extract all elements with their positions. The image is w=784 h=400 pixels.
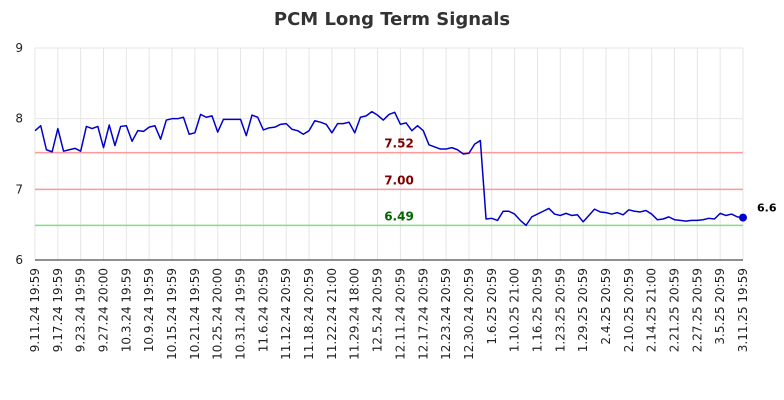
threshold-lines: 7.52 7.00 6.49 xyxy=(35,137,743,227)
x-tick-label: 10.3.24 19:59 xyxy=(119,268,133,352)
x-tick-label: 11.22.24 21:00 xyxy=(325,268,339,360)
x-tick-label: 12.23.24 20:59 xyxy=(439,268,453,360)
x-tick-label: 2.21.25 20:59 xyxy=(667,268,681,352)
x-tick-label: 10.31.24 19:59 xyxy=(234,268,248,360)
x-tick-label: 3.11.25 19:59 xyxy=(736,268,750,352)
x-tick-label: 1.10.25 21:00 xyxy=(508,268,522,352)
threshold-label: 6.49 xyxy=(384,209,414,223)
last-point-marker xyxy=(739,213,747,222)
x-tick-label: 9.17.24 19:59 xyxy=(51,268,65,352)
x-tick-label: 2.27.25 20:59 xyxy=(690,268,704,352)
x-tick-label: 10.9.24 19:59 xyxy=(142,268,156,352)
y-tick-label: 6 xyxy=(15,253,23,267)
grid xyxy=(34,47,744,261)
x-axis-ticks: 9.11.24 19:59 9.17.24 19:59 9.23.24 19:59 9… xyxy=(28,268,750,360)
threshold-label: 7.00 xyxy=(384,173,414,187)
last-value-label: 6.6 xyxy=(757,202,777,215)
x-tick-label: 9.27.24 20:00 xyxy=(97,268,111,352)
x-tick-label: 1.16.25 20:59 xyxy=(530,268,544,352)
x-tick-label: 12.11.24 20:59 xyxy=(393,268,407,360)
x-tick-label: 12.17.24 20:59 xyxy=(416,268,430,360)
y-tick-label: 7 xyxy=(15,182,23,196)
y-tick-label: 9 xyxy=(15,41,23,55)
x-tick-label: 11.29.24 18:00 xyxy=(348,268,362,360)
x-tick-label: 10.21.24 19:59 xyxy=(188,268,202,360)
x-tick-label: 12.30.24 20:59 xyxy=(462,268,476,360)
x-tick-label: 11.12.24 20:59 xyxy=(279,268,293,360)
x-tick-label: 3.5.25 20:59 xyxy=(713,268,727,345)
threshold-label: 7.52 xyxy=(384,137,414,151)
x-tick-label: 9.11.24 19:59 xyxy=(28,268,42,352)
y-axis-ticks: 6 7 8 9 xyxy=(15,41,23,267)
x-tick-label: 1.23.25 20:59 xyxy=(553,268,567,352)
x-tick-label: 11.6.24 20:59 xyxy=(256,268,270,352)
x-tick-label: 2.4.25 20:59 xyxy=(599,268,613,345)
x-tick-label: 2.14.25 21:00 xyxy=(645,268,659,352)
y-tick-label: 8 xyxy=(15,112,23,126)
x-tick-label: 2.10.25 20:59 xyxy=(622,268,636,352)
x-tick-label: 1.6.25 20:59 xyxy=(485,268,499,345)
x-tick-label: 10.15.24 19:59 xyxy=(165,268,179,360)
x-tick-label: 10.25.24 20:00 xyxy=(211,268,225,360)
series-group: 6.6 xyxy=(34,110,777,227)
x-tick-label: 1.29.25 20:59 xyxy=(576,268,590,352)
x-tick-label: 9.23.24 19:59 xyxy=(74,268,88,352)
x-tick-label: 11.18.24 20:59 xyxy=(302,268,316,360)
series-line xyxy=(34,110,744,227)
chart-title: PCM Long Term Signals xyxy=(274,9,510,30)
x-tick-label: 12.5.24 20:59 xyxy=(371,268,385,352)
